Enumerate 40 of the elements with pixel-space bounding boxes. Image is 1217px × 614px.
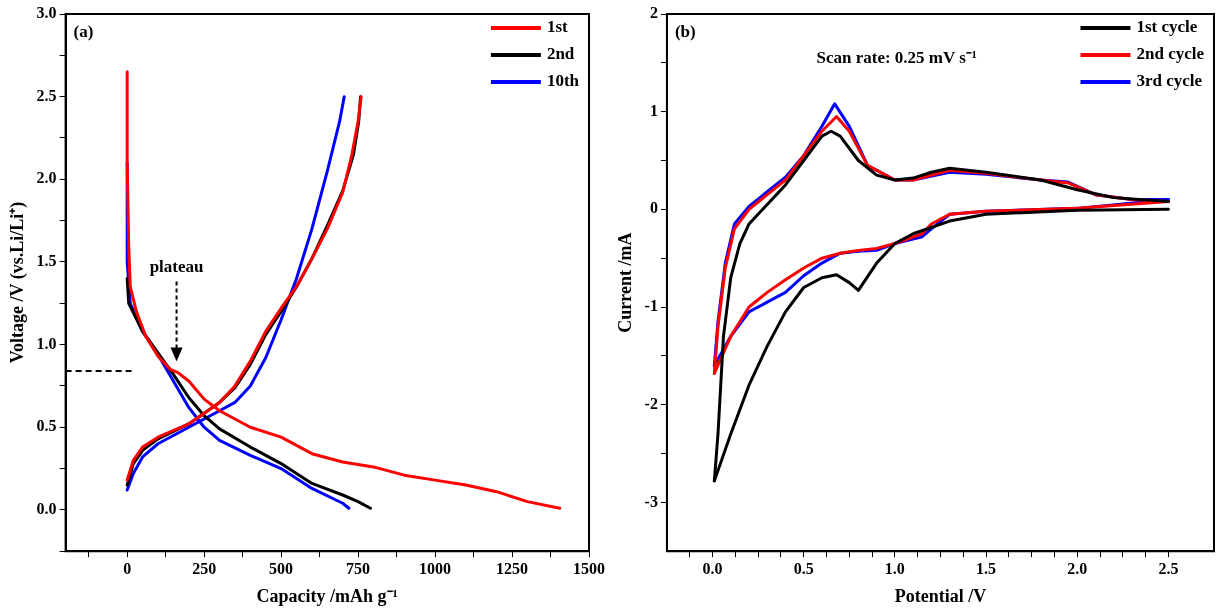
y-tick-label: 0.0	[36, 500, 57, 518]
legend-label: 2nd cycle	[1136, 44, 1205, 64]
annotation: Scan rate: 0.25 mV s⁻¹	[816, 47, 977, 67]
x-axis-title: Capacity /mAh g⁻¹	[256, 585, 398, 606]
y-tick-label: 1.0	[36, 334, 57, 352]
y-axis-title: Voltage /V (vs.Li/Li⁺)	[7, 201, 29, 364]
y-axis-title: Current /mA	[615, 232, 636, 333]
y-tick-label: 0	[649, 199, 658, 217]
y-tick-label: 1	[649, 101, 658, 119]
x-tick-label: 2.5	[1158, 559, 1179, 577]
y-tick-label: -3	[644, 492, 658, 510]
x-tick-label: 0.0	[702, 559, 723, 577]
y-tick-label: 0.5	[36, 417, 57, 435]
x-axis-title: Potential /V	[894, 585, 987, 606]
x-tick-label: 2.0	[1067, 559, 1088, 577]
y-tick-label: 2.0	[36, 169, 57, 187]
y-tick-label: 3.0	[36, 4, 57, 22]
y-tick-label: -2	[644, 394, 658, 412]
legend-label: 10th	[546, 71, 580, 91]
annotation: plateau	[149, 256, 204, 276]
y-tick-label: 1.5	[36, 252, 57, 270]
x-tick-label: 500	[269, 559, 294, 577]
annotation: (a)	[73, 21, 94, 41]
x-tick-label: 1.5	[976, 559, 997, 577]
x-tick-label: 1000	[419, 559, 452, 577]
legend-label: 1st	[546, 17, 568, 37]
legend-label: 3rd cycle	[1136, 71, 1203, 91]
x-tick-label: 750	[346, 559, 371, 577]
y-tick-label: 2.5	[36, 86, 57, 104]
legend-label: 2nd	[546, 44, 575, 64]
x-tick-label: 250	[192, 559, 217, 577]
y-tick-label: 2	[649, 4, 658, 22]
annotation: (b)	[674, 21, 696, 41]
x-tick-label: 1500	[573, 559, 605, 577]
x-tick-label: 1250	[496, 559, 529, 577]
legend-label: 1st cycle	[1136, 17, 1198, 37]
x-tick-label: 0	[123, 559, 132, 577]
x-tick-label: 0.5	[793, 559, 814, 577]
x-tick-label: 1.0	[884, 559, 905, 577]
y-tick-label: -1	[644, 297, 658, 315]
